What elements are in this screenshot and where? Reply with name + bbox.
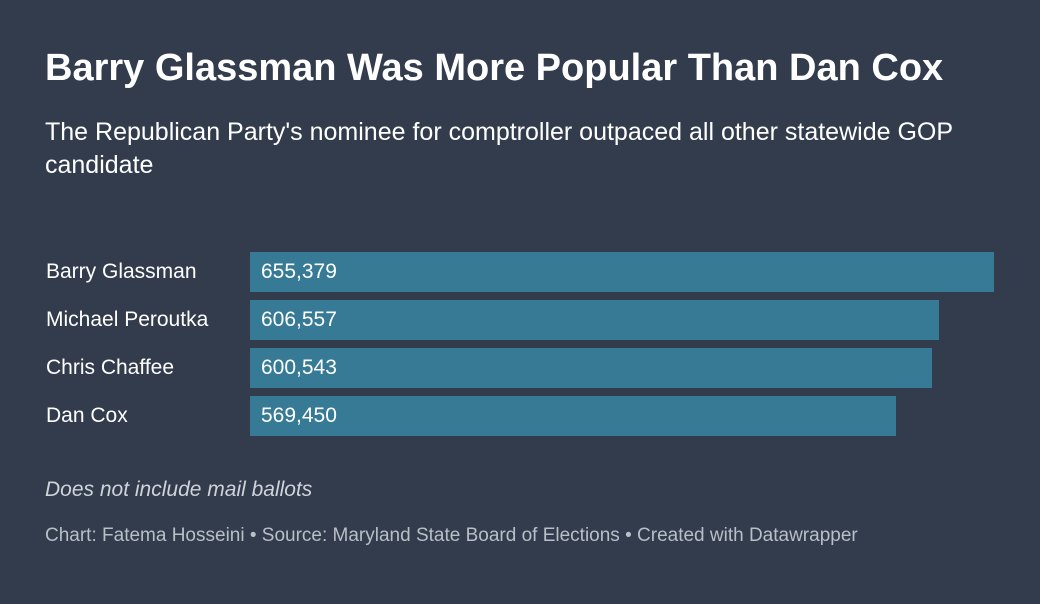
bar-label: Barry Glassman — [46, 252, 197, 292]
bar-track: 655,379 — [250, 252, 994, 292]
bar-label: Dan Cox — [46, 396, 128, 436]
bar-label: Chris Chaffee — [46, 348, 174, 388]
bar-value-label: 600,543 — [261, 348, 337, 388]
bar-row: Dan Cox 569,450 — [45, 396, 1000, 436]
chart-title: Barry Glassman Was More Popular Than Dan… — [45, 44, 1000, 92]
bar — [250, 300, 939, 340]
bar — [250, 348, 932, 388]
bar-row: Barry Glassman 655,379 — [45, 252, 1000, 292]
bar-track: 569,450 — [250, 396, 994, 436]
bar-label: Michael Peroutka — [46, 300, 208, 340]
bar-chart: Barry Glassman 655,379 Michael Peroutka 606… — [45, 252, 1000, 444]
bar-value-label: 569,450 — [261, 396, 337, 436]
bar — [250, 396, 896, 436]
bar-row: Chris Chaffee 600,543 — [45, 348, 1000, 388]
chart-note: Does not include mail ballots — [45, 478, 312, 502]
bar — [250, 252, 994, 292]
bar-track: 600,543 — [250, 348, 994, 388]
chart-container: Barry Glassman Was More Popular Than Dan… — [45, 44, 1000, 182]
bar-value-label: 606,557 — [261, 300, 337, 340]
chart-subtitle: The Republican Party's nominee for compt… — [45, 116, 1000, 182]
bar-track: 606,557 — [250, 300, 994, 340]
bar-row: Michael Peroutka 606,557 — [45, 300, 1000, 340]
chart-footer: Chart: Fatema Hosseini • Source: Marylan… — [45, 525, 858, 547]
bar-value-label: 655,379 — [261, 252, 337, 292]
